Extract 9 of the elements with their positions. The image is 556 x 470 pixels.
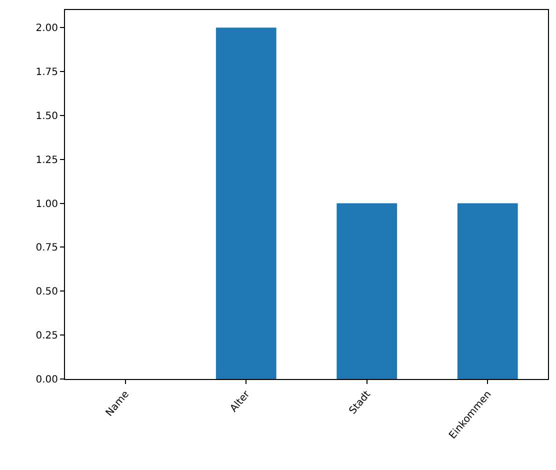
- y-tick-label: 0.25: [36, 330, 58, 342]
- y-tick-label: 0.00: [36, 374, 58, 386]
- y-tick-label: 1.50: [36, 110, 58, 122]
- y-tick-label: 0.75: [36, 242, 58, 254]
- y-tick-label: 2.00: [36, 23, 58, 34]
- y-tick-label: 0.50: [36, 286, 58, 298]
- y-tick-label: 1.00: [36, 198, 58, 210]
- y-tick-label: 1.75: [36, 67, 58, 78]
- y-tick-label: 1.25: [36, 154, 58, 166]
